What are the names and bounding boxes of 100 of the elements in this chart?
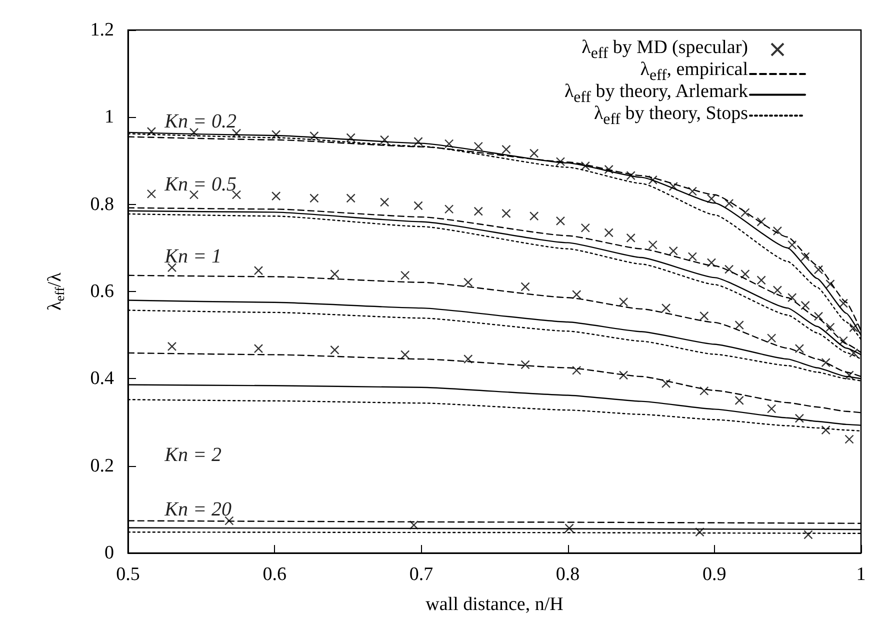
annotation: Kn = 1	[164, 246, 222, 268]
point	[756, 276, 766, 285]
point	[520, 360, 530, 370]
point	[826, 322, 835, 332]
x-tick-label: 1	[856, 564, 866, 585]
point	[706, 194, 716, 204]
point	[844, 370, 854, 380]
annotation: Kn = 0.2	[164, 110, 236, 133]
x-axis-title: wall distance, n/H	[426, 594, 564, 615]
point	[766, 334, 776, 343]
point	[740, 208, 750, 218]
point	[189, 128, 199, 138]
point	[838, 298, 848, 308]
point	[661, 378, 671, 388]
point	[167, 262, 177, 272]
x-tick-label: 0.7	[409, 564, 434, 585]
point	[724, 198, 734, 208]
point	[618, 297, 628, 307]
point	[502, 144, 511, 154]
point	[800, 252, 810, 262]
point	[556, 216, 566, 226]
point	[604, 164, 614, 174]
legend-label: λ$_{eff}$ by theory, Stops	[594, 103, 748, 130]
point	[556, 157, 566, 166]
x-tick-label: 0.5	[116, 564, 140, 585]
point	[572, 290, 582, 300]
y-tick-label: 0.8	[90, 194, 114, 215]
point	[271, 130, 281, 140]
point	[146, 189, 156, 198]
x-tick-label: 0.8	[556, 564, 580, 585]
point	[821, 358, 830, 368]
point	[766, 404, 776, 414]
legend-label: λ$_{eff}$ by MD (specular)	[582, 37, 748, 62]
point	[474, 142, 483, 151]
point	[688, 252, 698, 262]
point	[310, 194, 319, 203]
point	[254, 344, 264, 354]
point	[800, 300, 810, 310]
point	[502, 208, 511, 218]
point	[330, 345, 340, 354]
point	[695, 527, 704, 537]
point	[700, 386, 709, 396]
point	[756, 217, 766, 226]
point	[849, 323, 858, 332]
point	[814, 265, 824, 274]
point	[529, 212, 539, 221]
point	[572, 366, 582, 375]
point	[400, 270, 410, 280]
point	[661, 303, 671, 313]
point	[821, 425, 830, 435]
point	[346, 133, 356, 142]
point	[788, 240, 797, 250]
point	[464, 354, 473, 364]
point	[380, 198, 390, 207]
point	[464, 278, 473, 287]
point	[409, 520, 418, 530]
point	[648, 240, 658, 250]
point	[444, 204, 454, 214]
point	[734, 320, 744, 330]
x-tick-label: 0.9	[702, 564, 726, 585]
point	[724, 264, 734, 274]
point	[788, 293, 797, 302]
point	[414, 136, 423, 146]
point	[146, 126, 156, 136]
point	[740, 269, 750, 279]
point	[772, 226, 782, 236]
y-tick-label: 1.2	[90, 20, 114, 40]
point	[529, 148, 539, 158]
point	[626, 233, 636, 242]
point	[700, 311, 709, 321]
point	[794, 344, 804, 354]
y-tick-label: 1	[104, 106, 114, 128]
y-axis-title: λeff/λ	[44, 272, 67, 310]
point	[804, 530, 813, 540]
point	[310, 131, 319, 141]
annotation: Kn = 0.5	[164, 174, 236, 196]
point	[254, 266, 264, 276]
point	[772, 286, 782, 295]
point	[520, 282, 530, 292]
point	[580, 223, 590, 232]
annotation: Kn = 20	[164, 498, 232, 520]
point	[626, 170, 636, 180]
point	[604, 228, 614, 238]
point	[648, 175, 658, 185]
point	[849, 348, 858, 358]
legend-label: λ$_{eff}$ by theory, Arlemark	[564, 81, 748, 106]
point	[380, 135, 390, 144]
point	[232, 190, 242, 200]
y-tick-label: 0.2	[90, 455, 114, 476]
annotation: Kn = 2	[164, 444, 222, 466]
y-tick-label: 0	[104, 542, 114, 564]
point	[564, 524, 574, 533]
y-tick-label: 0.4	[90, 368, 114, 390]
point	[189, 190, 199, 200]
point	[706, 258, 716, 268]
point	[688, 186, 698, 196]
point	[826, 279, 835, 289]
point	[668, 246, 678, 256]
x-tick-label: 0.6	[262, 564, 286, 585]
point	[414, 201, 423, 210]
